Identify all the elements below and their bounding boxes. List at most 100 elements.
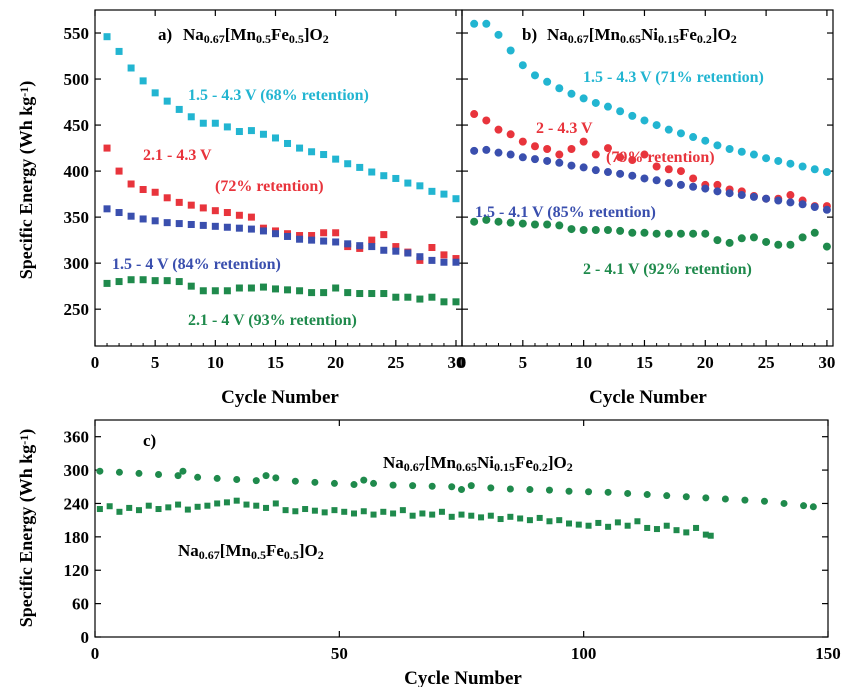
point-b-s4-6: [530, 220, 539, 229]
point-a-s3-14: [259, 227, 267, 235]
point-b-s4-3: [494, 217, 503, 226]
point-a-s3-29: [440, 258, 448, 266]
point-c-s1-37: [721, 495, 729, 503]
point-b-s3-6: [530, 155, 539, 164]
point-b-s1-11: [591, 98, 600, 107]
point-c-s2-54: [614, 519, 621, 526]
y-tick-label-a-500: 500: [64, 70, 90, 89]
point-a-s1-20: [332, 155, 340, 163]
point-c-s2-48: [556, 517, 563, 524]
panel-b-xlabel: Cycle Number: [589, 387, 707, 408]
y-tick-label-c-120: 120: [64, 561, 90, 580]
point-a-s4-2: [115, 278, 123, 286]
point-c-s2-9: [175, 501, 182, 508]
point-c-s2-37: [448, 513, 455, 520]
point-a-s3-15: [271, 230, 279, 238]
point-b-s3-23: [737, 191, 746, 200]
point-c-s2-13: [214, 500, 221, 507]
point-a-s3-22: [356, 242, 364, 250]
point-c-s2-19: [272, 500, 279, 507]
point-b-s3-27: [786, 198, 795, 207]
point-b-s2-19: [689, 174, 698, 183]
point-a-s2-19: [320, 229, 328, 237]
point-b-s2-1: [470, 110, 479, 119]
point-c-s2-51: [585, 522, 592, 529]
series-label-c-2: Na0.67[Mn0.5Fe0.5]O2: [178, 541, 324, 562]
point-a-s3-20: [332, 238, 340, 246]
point-c-s2-21: [292, 508, 299, 515]
x-tick-label-c-100: 100: [571, 644, 597, 663]
point-c-s2-31: [390, 510, 397, 517]
panel-c-label: c): [143, 431, 156, 450]
point-c-s2-53: [605, 523, 612, 530]
y-tick-label-c-360: 360: [64, 428, 90, 447]
point-c-s2-16: [243, 501, 250, 508]
point-c-s1-30: [585, 488, 593, 496]
point-b-s1-16: [652, 121, 661, 130]
point-c-s2-62: [693, 524, 700, 531]
point-a-s3-21: [344, 240, 352, 248]
point-c-s2-40: [478, 514, 485, 521]
panel-a-ylabel: Specific Energy (Wh kg-1): [16, 81, 37, 280]
point-c-s2-1: [96, 506, 103, 513]
point-b-s3-12: [603, 168, 612, 177]
x-tick-label-c-0: 0: [91, 644, 100, 663]
point-b-s1-15: [640, 116, 649, 125]
y-tick-label-a-400: 400: [64, 162, 90, 181]
point-b-s2-18: [676, 167, 685, 176]
point-a-s1-19: [320, 151, 328, 159]
point-b-s1-23: [737, 147, 746, 156]
x-tick-label-a-25: 25: [387, 353, 404, 372]
x-tick-label-b-15: 15: [636, 353, 653, 372]
point-a-s3-8: [187, 220, 195, 228]
panel-b-frame: [461, 9, 834, 347]
point-a-s1-22: [356, 163, 364, 171]
point-a-s3-25: [392, 247, 400, 255]
point-a-s4-19: [320, 289, 328, 297]
point-c-s1-23: [458, 486, 465, 494]
point-c-s1-31: [604, 488, 612, 496]
point-a-s1-6: [163, 97, 171, 105]
point-c-s2-14: [223, 499, 230, 506]
point-c-s2-64: [707, 532, 714, 539]
point-c-s1-29: [565, 487, 573, 495]
point-c-s1-40: [780, 499, 788, 507]
point-b-s4-13: [616, 226, 625, 235]
point-a-s1-1: [103, 33, 111, 41]
point-b-s1-13: [616, 107, 625, 116]
point-b-s3-26: [774, 196, 783, 205]
point-a-s3-5: [151, 217, 159, 225]
point-a-s2-6: [163, 194, 171, 202]
point-a-s4-28: [428, 293, 436, 301]
point-c-s1-36: [702, 494, 710, 502]
annotation-b-5: 2 - 4.1 V (92% retention): [583, 261, 752, 278]
point-a-s1-10: [211, 119, 219, 127]
point-b-s4-10: [579, 226, 588, 235]
point-b-s1-5: [518, 61, 527, 70]
point-b-s1-7: [543, 77, 552, 86]
point-b-s4-1: [470, 217, 479, 226]
point-a-s1-27: [416, 182, 424, 190]
point-c-s2-10: [184, 506, 191, 513]
point-b-s4-11: [591, 226, 600, 235]
x-tick-label-a-30: 30: [447, 353, 464, 372]
point-c-s1-28: [545, 486, 553, 494]
point-b-s4-27: [786, 240, 795, 249]
point-b-s3-17: [664, 179, 673, 188]
point-b-s2-15: [640, 150, 649, 159]
point-a-s1-17: [296, 144, 304, 152]
point-a-s4-4: [139, 276, 147, 284]
point-c-s1-10: [252, 477, 260, 485]
point-b-s2-3: [494, 125, 503, 134]
point-a-s2-5: [151, 188, 159, 196]
point-c-s1-39: [760, 497, 768, 505]
point-b-s1-1: [470, 19, 479, 28]
point-c-s1-38: [741, 496, 749, 504]
point-b-s3-4: [506, 150, 515, 159]
point-b-s3-11: [591, 166, 600, 175]
point-b-s4-19: [689, 229, 698, 238]
point-a-s1-7: [175, 105, 183, 113]
annotation-b-1: 1.5 - 4.3 V (71% retention): [583, 69, 764, 86]
point-a-s3-7: [175, 220, 183, 228]
